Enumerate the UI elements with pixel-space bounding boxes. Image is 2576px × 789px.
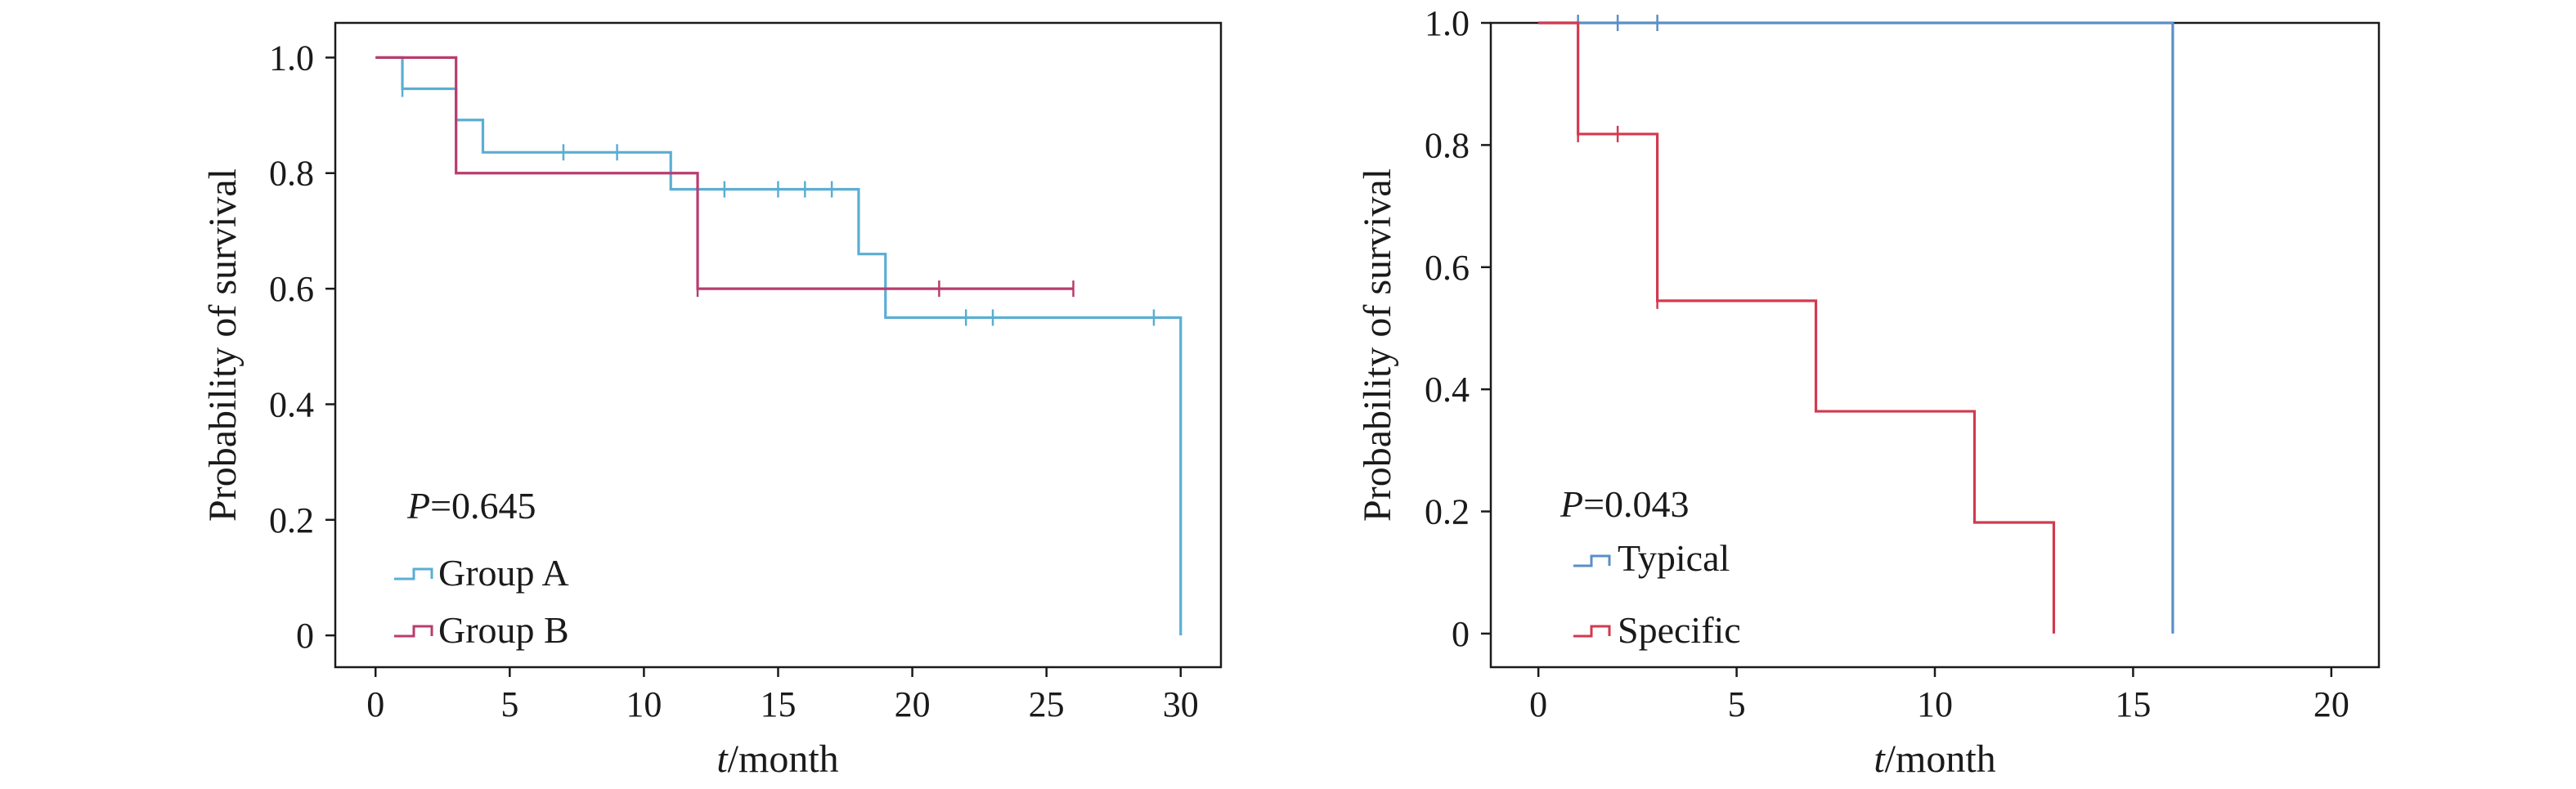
y-tick-label-0-6: 0.6 [269, 269, 314, 309]
y-tick-label-0-8: 0.8 [269, 154, 314, 194]
x-tick-label-20: 20 [895, 684, 931, 724]
legend-label-typical: Typical [1618, 537, 1730, 579]
x-tick-label-15: 15 [2115, 684, 2151, 724]
y-tick-label-0-2: 0.2 [269, 500, 314, 540]
series-line-group-b [375, 56, 1074, 290]
y-tick-label-0-4: 0.4 [1425, 370, 1470, 410]
tick-layer: 0 5 10 15 20 25 30 0 0.2 0.4 0.6 0.8 1.0 [269, 38, 1199, 724]
x-tick-label-25: 25 [1029, 684, 1065, 724]
x-axis-label: t/month [1874, 737, 1995, 781]
x-tick-label-20: 20 [2313, 684, 2349, 724]
x-tick-label-0: 0 [366, 684, 384, 724]
p-value-annotation: P=0.645 [406, 485, 536, 527]
x-axis-label-variable: t [1874, 737, 1886, 781]
y-tick-label-0-2: 0.2 [1425, 492, 1470, 532]
chart-panel-group-comparison: 0 5 10 15 20 25 30 0 0.2 0.4 0.6 0.8 1.0 Probability… [201, 21, 1223, 781]
x-tick-label-10: 10 [1917, 684, 1953, 724]
series-layer [1538, 15, 2174, 634]
y-axis-label: Probability of survival [201, 168, 245, 522]
series-line-group-a [375, 56, 1183, 636]
p-value-symbol: P [406, 485, 430, 527]
legend-swatch-group-a [394, 567, 433, 581]
y-tick-label-0-8: 0.8 [1425, 125, 1470, 165]
series-layer [375, 56, 1183, 636]
legend-swatch-typical [1573, 554, 1611, 567]
p-value-symbol: P [1560, 483, 1583, 525]
y-tick-label-1-0: 1.0 [1425, 3, 1470, 43]
legend-swatch-group-b [394, 625, 433, 638]
legend: Typical Specific [1573, 537, 1741, 651]
x-axis-label-unit: /month [728, 737, 839, 781]
x-axis-label-variable: t [716, 737, 729, 781]
legend-swatch-specific [1573, 625, 1611, 638]
series-line-typical [1538, 21, 2174, 634]
p-value-text: =0.043 [1583, 483, 1689, 525]
tick-layer: 0 5 10 15 20 0 0.2 0.4 0.6 0.8 1.0 [1425, 3, 2349, 724]
legend-label-group-a: Group A [438, 552, 569, 594]
x-tick-label-30: 30 [1163, 684, 1199, 724]
y-axis-label: Probability of survival [1356, 168, 1399, 522]
y-tick-label-0-6: 0.6 [1425, 248, 1470, 288]
p-value-text: =0.645 [430, 485, 536, 527]
y-tick-label-0: 0 [296, 616, 314, 656]
x-axis-label: t/month [716, 737, 838, 781]
legend: Group A Group B [394, 552, 569, 651]
x-axis-label-unit: /month [1885, 737, 1996, 781]
chart-panel-type-comparison: 0 5 10 15 20 0 0.2 0.4 0.6 0.8 1.0 Probability of … [1356, 3, 2381, 781]
y-tick-label-0-4: 0.4 [269, 384, 314, 424]
series-line-specific [1538, 21, 2056, 634]
y-tick-label-0: 0 [1452, 614, 1470, 654]
x-tick-label-10: 10 [626, 684, 662, 724]
p-value-annotation: P=0.043 [1560, 483, 1690, 525]
x-tick-label-0: 0 [1529, 684, 1547, 724]
legend-label-group-b: Group B [438, 609, 569, 651]
y-tick-label-1-0: 1.0 [269, 38, 314, 78]
x-tick-label-5: 5 [500, 684, 518, 724]
legend-label-specific: Specific [1618, 609, 1741, 651]
x-tick-label-5: 5 [1728, 684, 1746, 724]
x-tick-label-15: 15 [761, 684, 797, 724]
